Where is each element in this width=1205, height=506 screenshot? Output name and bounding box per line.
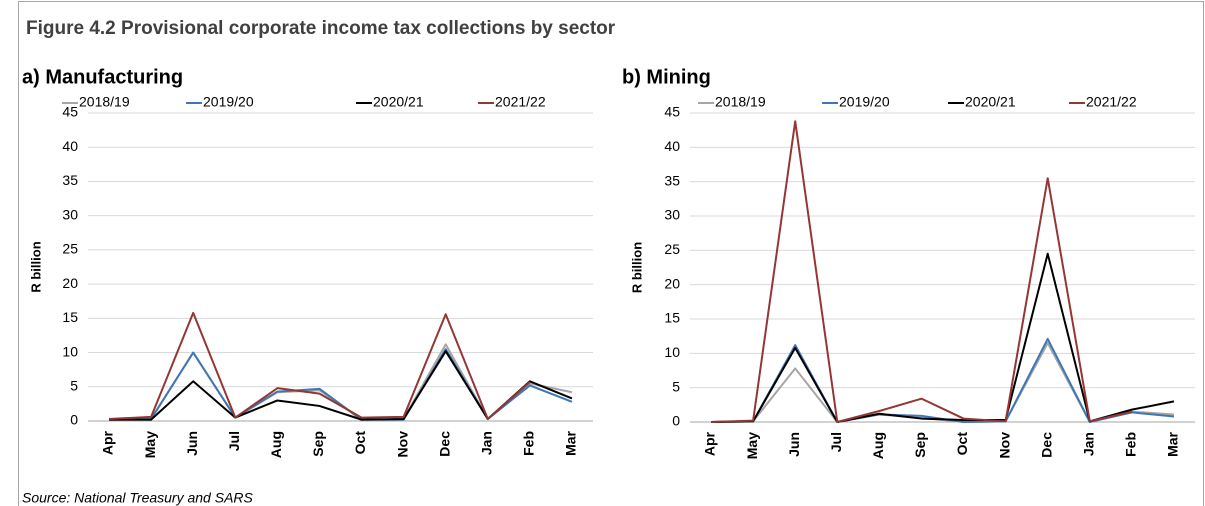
- x-tick-label: Jun: [184, 431, 200, 456]
- x-tick-label: Jul: [226, 431, 242, 451]
- legend-label: 2018/19: [79, 94, 130, 110]
- y-tick-label: 40: [62, 138, 78, 154]
- chart-title: b) Mining: [622, 66, 711, 88]
- x-tick-label: Apr: [100, 430, 116, 455]
- y-tick-label: 35: [664, 172, 680, 188]
- x-tick-label: Jun: [786, 432, 802, 457]
- series-line: [711, 342, 1175, 423]
- legend-label: 2019/20: [203, 94, 254, 110]
- y-tick-label: 15: [664, 310, 680, 326]
- x-tick-label: Aug: [268, 431, 284, 458]
- frame: [18, 1, 1204, 506]
- y-tick-label: 30: [664, 207, 680, 223]
- y-tick-label: 5: [70, 377, 78, 393]
- figure-title: Figure 4.2 Provisional corporate income …: [26, 18, 616, 39]
- y-tick-label: 20: [664, 275, 680, 291]
- x-tick-label: Apr: [702, 431, 718, 456]
- x-tick-label: Mar: [563, 430, 579, 455]
- legend-label: 2019/20: [839, 94, 890, 110]
- y-tick-label: 35: [62, 172, 78, 188]
- x-tick-label: May: [744, 432, 760, 459]
- y-tick-label: 0: [70, 412, 78, 428]
- x-tick-label: Mar: [1165, 431, 1181, 456]
- y-tick-label: 5: [672, 378, 680, 394]
- x-tick-label: Feb: [521, 431, 537, 456]
- series-line: [108, 311, 531, 420]
- x-tick-label: Feb: [1123, 432, 1139, 457]
- x-tick-label: Aug: [870, 432, 886, 459]
- y-axis-label: R billion: [28, 241, 43, 292]
- x-tick-label: Nov: [394, 431, 410, 458]
- x-tick-label: Jan: [478, 431, 494, 455]
- x-tick-label: Oct: [352, 431, 368, 455]
- y-tick-label: 30: [62, 206, 78, 222]
- x-tick-label: Dec: [436, 431, 452, 457]
- series-line: [109, 350, 573, 421]
- series-line: [711, 120, 1133, 423]
- x-tick-label: May: [142, 431, 158, 458]
- series-line: [711, 252, 1175, 423]
- y-tick-label: 10: [664, 344, 680, 360]
- y-axis-label: R billion: [629, 242, 644, 293]
- y-tick-label: 25: [62, 241, 78, 257]
- x-tick-label: Sep: [310, 431, 326, 457]
- legend-label: 2020/21: [373, 94, 424, 110]
- legend-label: 2021/22: [495, 94, 546, 110]
- y-tick-label: 45: [62, 104, 78, 120]
- legend-label: 2020/21: [965, 94, 1016, 110]
- source: Source: National Treasury and SARS: [22, 490, 254, 506]
- x-tick-label: Dec: [1038, 432, 1054, 458]
- y-tick-label: 15: [62, 309, 78, 325]
- y-tick-label: 0: [672, 413, 680, 429]
- chart-title: a) Manufacturing: [22, 66, 183, 88]
- x-tick-label: Nov: [996, 432, 1012, 459]
- y-tick-label: 40: [664, 138, 680, 154]
- legend-label: 2018/19: [715, 94, 766, 110]
- x-tick-label: Sep: [912, 432, 928, 458]
- y-tick-label: 20: [62, 275, 78, 291]
- y-tick-label: 10: [62, 343, 78, 359]
- legend-label: 2021/22: [1086, 94, 1137, 110]
- series-line: [109, 348, 573, 421]
- y-tick-label: 45: [664, 104, 680, 120]
- y-tick-label: 25: [664, 241, 680, 257]
- x-tick-label: Oct: [954, 432, 970, 456]
- x-tick-label: Jul: [828, 432, 844, 452]
- x-tick-label: Jan: [1080, 432, 1096, 456]
